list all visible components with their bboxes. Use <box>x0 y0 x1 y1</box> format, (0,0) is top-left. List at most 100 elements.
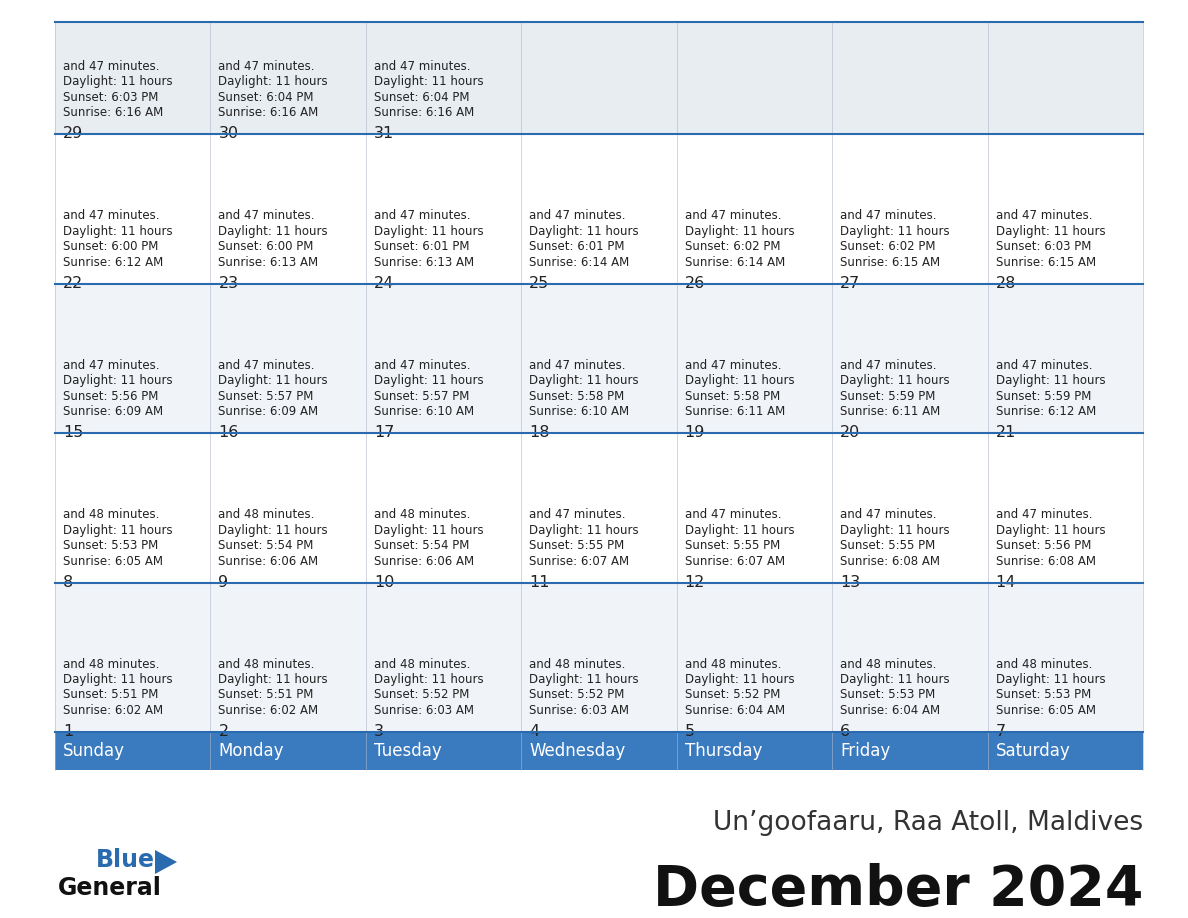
Text: Sunset: 5:55 PM: Sunset: 5:55 PM <box>530 539 625 552</box>
Text: Sunrise: 6:05 AM: Sunrise: 6:05 AM <box>63 554 163 567</box>
Text: Daylight: 11 hours: Daylight: 11 hours <box>219 225 328 238</box>
Text: and 48 minutes.: and 48 minutes. <box>374 508 470 521</box>
Text: and 47 minutes.: and 47 minutes. <box>684 508 782 521</box>
Text: and 48 minutes.: and 48 minutes. <box>63 657 159 670</box>
Text: 24: 24 <box>374 275 394 291</box>
Bar <box>55 134 1143 284</box>
Text: Sunrise: 6:07 AM: Sunrise: 6:07 AM <box>684 554 785 567</box>
Bar <box>55 433 1143 583</box>
Text: Sunrise: 6:16 AM: Sunrise: 6:16 AM <box>374 106 474 119</box>
Text: Sunset: 5:54 PM: Sunset: 5:54 PM <box>374 539 469 552</box>
Text: Sunrise: 6:09 AM: Sunrise: 6:09 AM <box>219 405 318 418</box>
Text: 3: 3 <box>374 724 384 739</box>
Text: Sunset: 5:56 PM: Sunset: 5:56 PM <box>996 539 1091 552</box>
Text: 29: 29 <box>63 126 83 141</box>
Text: Saturday: Saturday <box>996 742 1070 760</box>
Text: Sunrise: 6:02 AM: Sunrise: 6:02 AM <box>63 704 163 717</box>
Text: and 47 minutes.: and 47 minutes. <box>219 60 315 73</box>
Text: Daylight: 11 hours: Daylight: 11 hours <box>684 225 795 238</box>
Text: Sunrise: 6:09 AM: Sunrise: 6:09 AM <box>63 405 163 418</box>
Text: Monday: Monday <box>219 742 284 760</box>
Text: Sunset: 5:59 PM: Sunset: 5:59 PM <box>996 389 1091 403</box>
Text: Daylight: 11 hours: Daylight: 11 hours <box>530 523 639 536</box>
Text: Sunset: 6:01 PM: Sunset: 6:01 PM <box>530 241 625 253</box>
Text: Sunset: 5:51 PM: Sunset: 5:51 PM <box>63 688 158 701</box>
Text: Sunrise: 6:08 AM: Sunrise: 6:08 AM <box>840 554 940 567</box>
Text: and 47 minutes.: and 47 minutes. <box>374 359 470 372</box>
Text: Sunrise: 6:04 AM: Sunrise: 6:04 AM <box>684 704 785 717</box>
Text: Sunrise: 6:15 AM: Sunrise: 6:15 AM <box>996 255 1095 269</box>
Text: Daylight: 11 hours: Daylight: 11 hours <box>374 673 484 686</box>
Text: Sunrise: 6:06 AM: Sunrise: 6:06 AM <box>219 554 318 567</box>
Bar <box>55 732 1143 770</box>
Text: 2: 2 <box>219 724 228 739</box>
Text: Blue: Blue <box>96 848 154 872</box>
Text: 7: 7 <box>996 724 1006 739</box>
Text: Sunset: 5:52 PM: Sunset: 5:52 PM <box>374 688 469 701</box>
Bar <box>55 22 1143 134</box>
Text: 17: 17 <box>374 425 394 440</box>
Text: 16: 16 <box>219 425 239 440</box>
Text: Sunset: 5:52 PM: Sunset: 5:52 PM <box>530 688 625 701</box>
Text: Sunrise: 6:10 AM: Sunrise: 6:10 AM <box>530 405 630 418</box>
Polygon shape <box>154 850 177 874</box>
Text: Daylight: 11 hours: Daylight: 11 hours <box>63 673 172 686</box>
Text: and 48 minutes.: and 48 minutes. <box>996 657 1092 670</box>
Bar <box>55 583 1143 732</box>
Text: Sunset: 5:53 PM: Sunset: 5:53 PM <box>996 688 1091 701</box>
Text: 10: 10 <box>374 575 394 589</box>
Text: Sunrise: 6:12 AM: Sunrise: 6:12 AM <box>63 255 163 269</box>
Text: Sunrise: 6:08 AM: Sunrise: 6:08 AM <box>996 554 1095 567</box>
Text: Sunset: 5:58 PM: Sunset: 5:58 PM <box>684 389 781 403</box>
Text: and 47 minutes.: and 47 minutes. <box>219 359 315 372</box>
Text: 31: 31 <box>374 126 394 141</box>
Text: Daylight: 11 hours: Daylight: 11 hours <box>996 374 1105 387</box>
Text: 6: 6 <box>840 724 851 739</box>
Text: 28: 28 <box>996 275 1016 291</box>
Text: 12: 12 <box>684 575 706 589</box>
Text: Daylight: 11 hours: Daylight: 11 hours <box>530 673 639 686</box>
Text: Sunrise: 6:04 AM: Sunrise: 6:04 AM <box>840 704 940 717</box>
Text: and 47 minutes.: and 47 minutes. <box>219 209 315 222</box>
Text: 14: 14 <box>996 575 1016 589</box>
Text: Sunset: 5:53 PM: Sunset: 5:53 PM <box>840 688 935 701</box>
Text: Sunset: 5:55 PM: Sunset: 5:55 PM <box>840 539 935 552</box>
Text: Sunset: 6:00 PM: Sunset: 6:00 PM <box>63 241 158 253</box>
Text: and 48 minutes.: and 48 minutes. <box>840 657 936 670</box>
Text: and 47 minutes.: and 47 minutes. <box>374 60 470 73</box>
Text: 21: 21 <box>996 425 1016 440</box>
Text: Sunrise: 6:13 AM: Sunrise: 6:13 AM <box>374 255 474 269</box>
Text: Sunrise: 6:12 AM: Sunrise: 6:12 AM <box>996 405 1095 418</box>
Text: Daylight: 11 hours: Daylight: 11 hours <box>219 374 328 387</box>
Text: and 47 minutes.: and 47 minutes. <box>684 209 782 222</box>
Text: and 47 minutes.: and 47 minutes. <box>840 359 936 372</box>
Text: 27: 27 <box>840 275 860 291</box>
Text: Sunrise: 6:15 AM: Sunrise: 6:15 AM <box>840 255 940 269</box>
Text: and 47 minutes.: and 47 minutes. <box>996 209 1092 222</box>
Text: Sunrise: 6:11 AM: Sunrise: 6:11 AM <box>684 405 785 418</box>
Text: 11: 11 <box>530 575 550 589</box>
Text: General: General <box>58 876 162 900</box>
Text: Sunrise: 6:16 AM: Sunrise: 6:16 AM <box>63 106 163 119</box>
Text: Sunset: 5:51 PM: Sunset: 5:51 PM <box>219 688 314 701</box>
Text: Sunset: 6:03 PM: Sunset: 6:03 PM <box>996 241 1091 253</box>
Text: 5: 5 <box>684 724 695 739</box>
Text: Sunset: 6:02 PM: Sunset: 6:02 PM <box>840 241 936 253</box>
Text: Sunday: Sunday <box>63 742 125 760</box>
Text: 19: 19 <box>684 425 706 440</box>
Text: 8: 8 <box>63 575 74 589</box>
Text: Tuesday: Tuesday <box>374 742 442 760</box>
Text: 9: 9 <box>219 575 228 589</box>
Text: Daylight: 11 hours: Daylight: 11 hours <box>63 75 172 88</box>
Text: Daylight: 11 hours: Daylight: 11 hours <box>840 673 949 686</box>
Text: and 47 minutes.: and 47 minutes. <box>530 508 626 521</box>
Bar <box>55 284 1143 433</box>
Text: 22: 22 <box>63 275 83 291</box>
Text: Daylight: 11 hours: Daylight: 11 hours <box>996 225 1105 238</box>
Text: Sunset: 6:04 PM: Sunset: 6:04 PM <box>374 91 469 104</box>
Text: Sunrise: 6:14 AM: Sunrise: 6:14 AM <box>530 255 630 269</box>
Text: Daylight: 11 hours: Daylight: 11 hours <box>996 673 1105 686</box>
Text: Friday: Friday <box>840 742 890 760</box>
Text: Wednesday: Wednesday <box>530 742 626 760</box>
Text: Daylight: 11 hours: Daylight: 11 hours <box>374 225 484 238</box>
